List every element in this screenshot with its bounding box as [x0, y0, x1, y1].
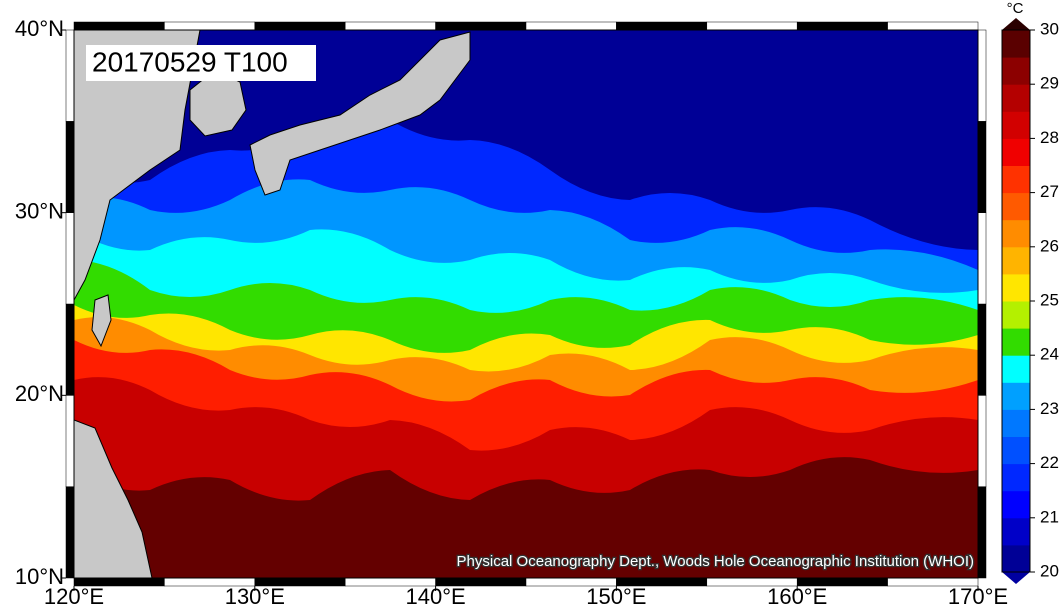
colorbar-under [1002, 572, 1030, 584]
colorbar-segment [1002, 328, 1030, 356]
frame-segment [65, 486, 75, 579]
isotherm-band [74, 30, 978, 250]
colorbar-segment [1002, 84, 1030, 112]
frame-segment [435, 21, 527, 31]
lon-tick-label: 150°E [586, 584, 646, 609]
lat-tick-label: 30°N [15, 198, 64, 223]
land [74, 30, 471, 578]
credit: Physical Oceanography Dept., Woods Hole … [457, 553, 974, 570]
colorbar-segment [1002, 246, 1030, 275]
lon-tick-label: 160°E [767, 584, 827, 609]
colorbar-tick-label: 30 [1040, 19, 1059, 38]
land-philippines [74, 419, 153, 578]
frame-segment [254, 21, 346, 31]
lat-tick-label: 40°N [15, 16, 64, 41]
colorbar-segment [1002, 490, 1030, 519]
frame-segment [977, 303, 987, 396]
colorbar-segment [1002, 111, 1030, 139]
frame-segment [977, 212, 987, 305]
lon-tick-label: 140°E [406, 584, 466, 609]
frame-segment [344, 21, 436, 31]
colorbar-tick-label: 22 [1040, 453, 1059, 472]
map-frame [65, 21, 987, 587]
colorbar-segment [1002, 463, 1030, 492]
frame-segment [887, 21, 979, 31]
lon-tick-label: 170°E [948, 584, 1008, 609]
colorbar-tick-label: 27 [1040, 182, 1059, 201]
frame-segment [164, 21, 256, 31]
colorbar-unit: °C [1007, 0, 1024, 17]
colorbar-segment [1002, 517, 1030, 546]
colorbar-segment [1002, 355, 1030, 383]
lat-tick-label: 20°N [15, 381, 64, 406]
colorbar-segment [1002, 409, 1030, 437]
colorbar-tick-label: 28 [1040, 128, 1059, 147]
frame-segment [65, 121, 75, 213]
map-border [73, 29, 979, 579]
land-japan [249, 31, 471, 196]
frame-segment [977, 486, 987, 579]
frame-segment [73, 21, 165, 31]
colorbar-segment [1002, 57, 1030, 85]
frame-segment [65, 303, 75, 396]
frame-segment [977, 395, 987, 487]
frame-segment [65, 29, 75, 122]
colorbar-tick-label: 26 [1040, 236, 1059, 255]
frame-segment [977, 121, 987, 213]
frame-segment [525, 21, 617, 31]
frame-segment [65, 212, 75, 305]
colorbar-tick-label: 24 [1040, 345, 1059, 364]
frame-segment [616, 21, 708, 31]
title-box [86, 45, 316, 81]
colorbar-segment [1002, 273, 1030, 302]
colorbar-tick-label: 25 [1040, 290, 1059, 309]
lon-tick-label: 130°E [225, 584, 285, 609]
colorbar-segment [1002, 192, 1030, 221]
colorbar-segment [1002, 219, 1030, 248]
frame-segment [796, 21, 888, 31]
colorbar-segment [1002, 301, 1030, 329]
lon-tick-label: 120°E [44, 584, 104, 609]
colorbar-segment [1002, 382, 1030, 410]
colorbar-over [1002, 18, 1030, 30]
colorbar-tick-label: 29 [1040, 74, 1059, 93]
colorbar: 20 21 22 23 24 25 26 27 28 29 30 [1001, 18, 1059, 584]
frame-segment [706, 21, 798, 31]
lat-tick-label: 10°N [15, 564, 64, 589]
colorbar-tick-label: 20 [1040, 561, 1059, 580]
colorbar-tick-label: 21 [1040, 507, 1059, 526]
colorbar-segment [1002, 138, 1030, 166]
map-title: 20170529 T100 [92, 46, 288, 77]
frame-segment [977, 29, 987, 122]
colorbar-segment [1002, 165, 1030, 194]
colorbar-tick-label: 23 [1040, 399, 1059, 418]
land-taiwan [91, 294, 112, 348]
frame-segment [65, 395, 75, 487]
colorbar-segment [1002, 436, 1030, 465]
colorbar-segment [1002, 544, 1030, 573]
colorbar-segment [1002, 30, 1030, 58]
